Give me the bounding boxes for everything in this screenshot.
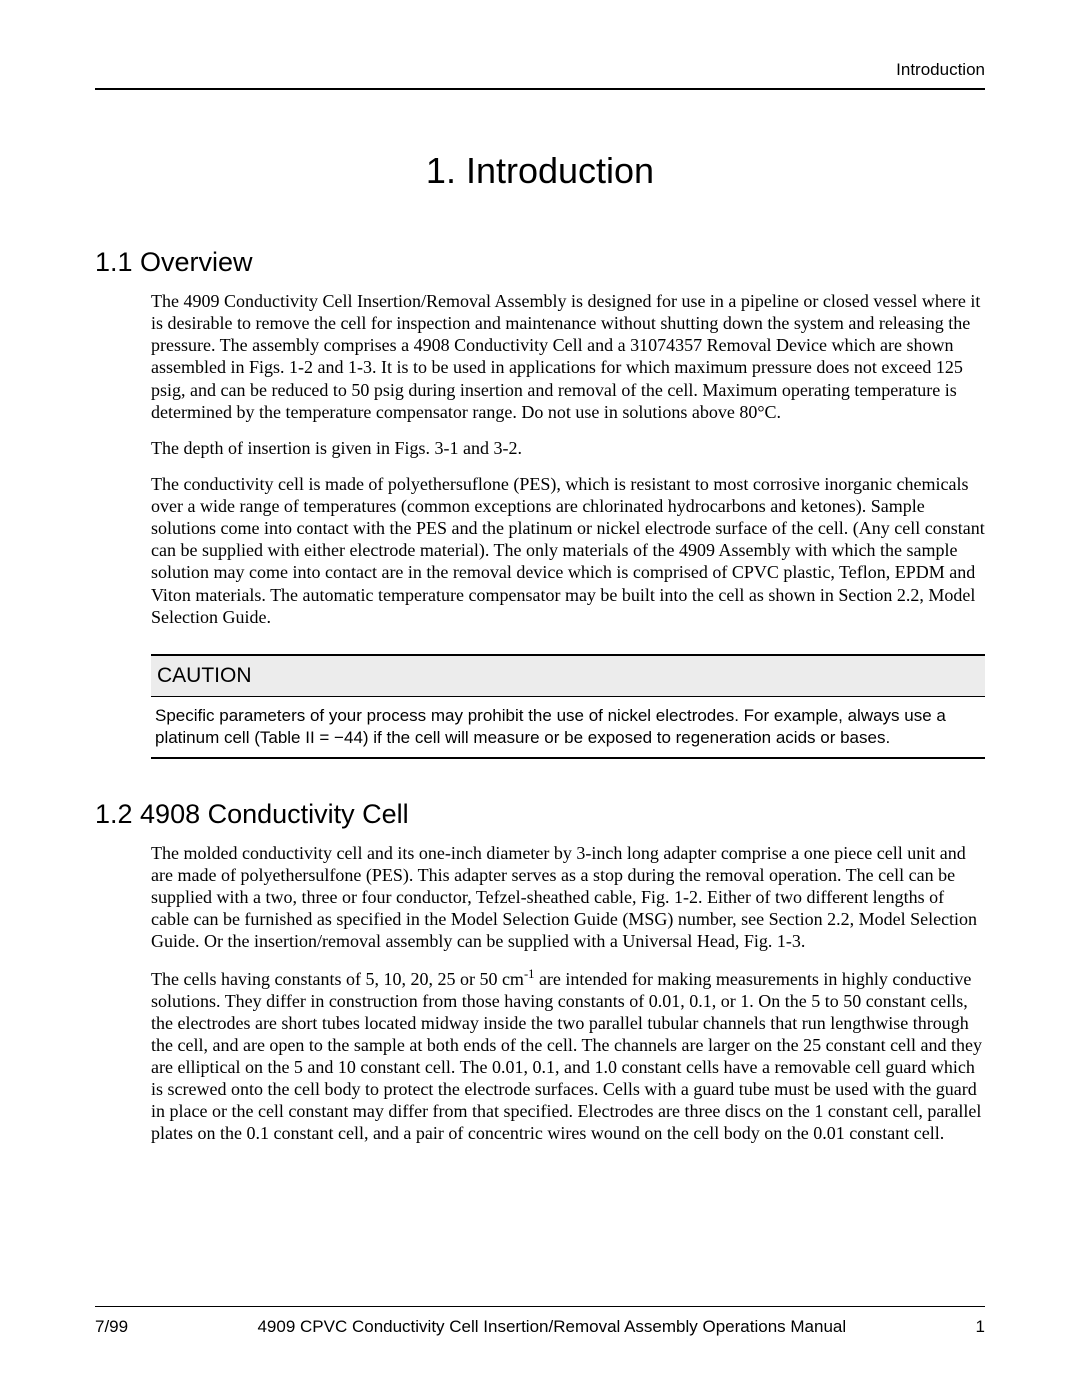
page-footer: 7/99 4909 CPVC Conductivity Cell Inserti… xyxy=(95,1306,985,1337)
superscript: -1 xyxy=(524,967,535,981)
text-run: The cells having constants of 5, 10, 20,… xyxy=(151,969,524,989)
caution-box: CAUTION Specific parameters of your proc… xyxy=(151,654,985,759)
footer-date: 7/99 xyxy=(95,1317,128,1337)
caution-body-text: Specific parameters of your process may … xyxy=(151,697,985,759)
paragraph: The molded conductivity cell and its one… xyxy=(151,842,985,953)
section-1-2-body: The molded conductivity cell and its one… xyxy=(151,842,985,1145)
section-1-1-heading: 1.1 Overview xyxy=(95,247,985,278)
caution-heading: CAUTION xyxy=(151,656,985,697)
document-page: Introduction 1. Introduction 1.1 Overvie… xyxy=(0,0,1080,1397)
section-1-1-body: The 4909 Conductivity Cell Insertion/Rem… xyxy=(151,290,985,628)
paragraph: The cells having constants of 5, 10, 20,… xyxy=(151,967,985,1145)
section-1-2-heading: 1.2 4908 Conductivity Cell xyxy=(95,799,985,830)
chapter-title: 1. Introduction xyxy=(95,150,985,192)
paragraph: The conductivity cell is made of polyeth… xyxy=(151,473,985,628)
running-head: Introduction xyxy=(95,60,985,90)
paragraph: The depth of insertion is given in Figs.… xyxy=(151,437,985,459)
footer-title: 4909 CPVC Conductivity Cell Insertion/Re… xyxy=(128,1317,975,1337)
text-run: are intended for making measurements in … xyxy=(151,969,982,1144)
paragraph: The 4909 Conductivity Cell Insertion/Rem… xyxy=(151,290,985,423)
footer-page-number: 1 xyxy=(976,1317,985,1337)
